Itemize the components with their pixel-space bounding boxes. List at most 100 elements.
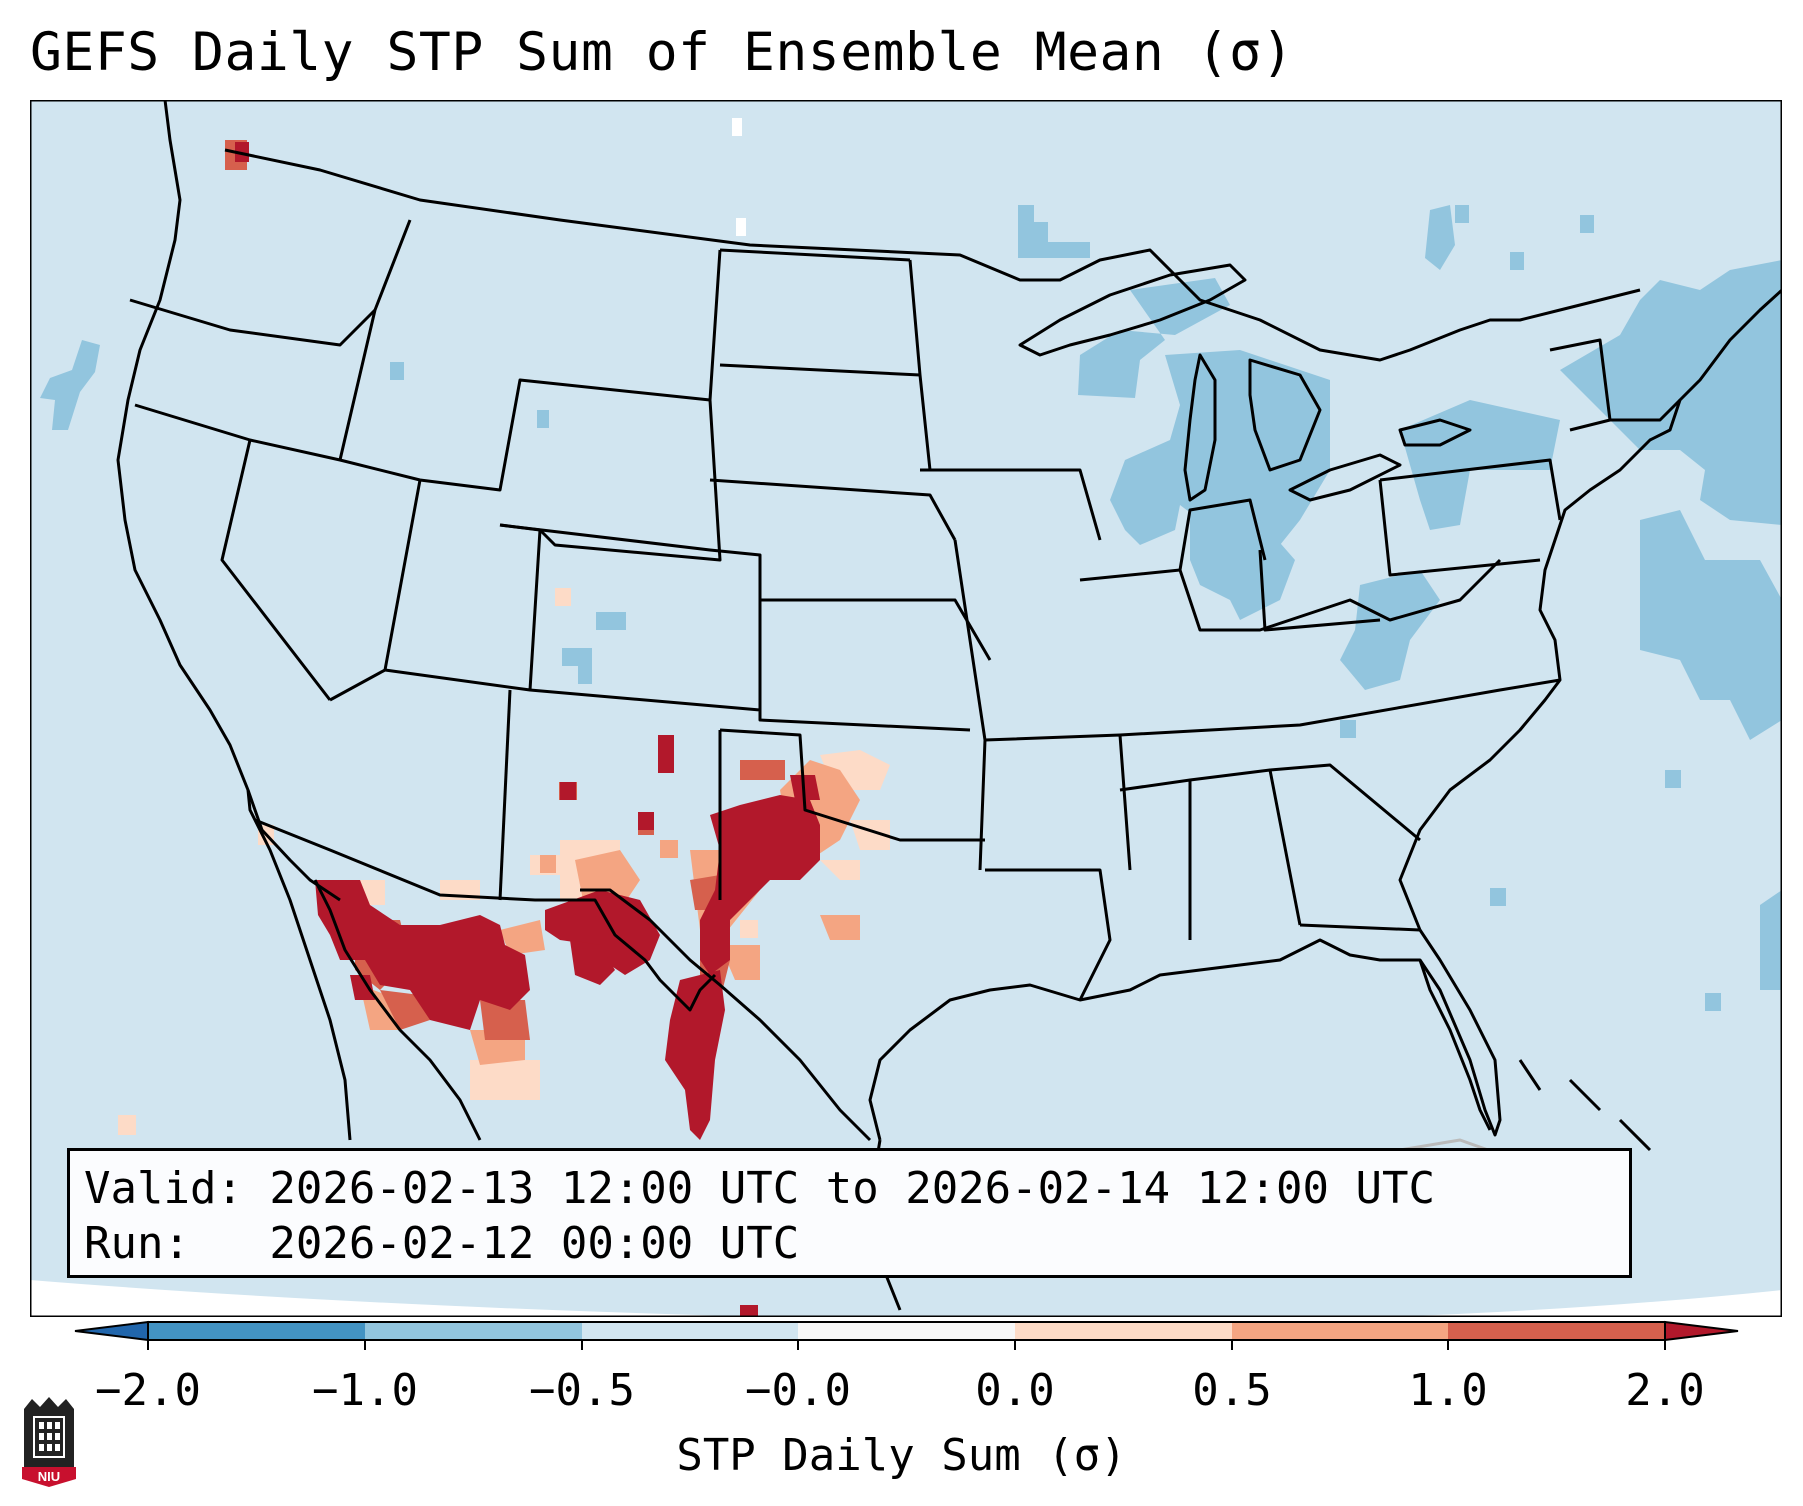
- state-line: [1258, 549, 1381, 632]
- pos-light-cell: [118, 1115, 136, 1135]
- map-domain: [30, 100, 1782, 1317]
- state-line: [529, 688, 971, 732]
- pos-salmon-cell: [660, 840, 678, 858]
- pos-salmon-cell: [540, 855, 556, 873]
- state-line: [419, 249, 722, 492]
- pos-darkred-sonora: [350, 975, 375, 1000]
- state-line: [1079, 558, 1502, 632]
- border-us-canada: [224, 148, 1641, 362]
- state-line: [920, 468, 1102, 541]
- neg-patch-new-york: [1400, 400, 1560, 530]
- pos-darkred-cell: [658, 735, 674, 773]
- coastline-baja: [246, 789, 352, 1141]
- colorbar-tick-label: −2.0: [95, 1365, 201, 1416]
- neg-patch-appalachia: [1340, 570, 1440, 690]
- neg-patch-carolina: [1720, 580, 1760, 640]
- neg-patch-atlantic-4: [1760, 890, 1782, 990]
- colorbar-bin-3: [582, 1322, 798, 1340]
- neg-patch-michigan: [1110, 350, 1330, 545]
- map-boundaries: [116, 100, 1782, 1311]
- state-line: [1379, 458, 1562, 521]
- bahamas: [1518, 1059, 1652, 1152]
- colorbar-tick-label: −0.5: [529, 1365, 635, 1416]
- lake-huron: [1248, 358, 1322, 472]
- colorbar-bin-7: [1448, 1322, 1665, 1340]
- pos-light-cell: [555, 588, 571, 606]
- near-zero-cell: [732, 118, 742, 136]
- neg-patch-atlantic: [1640, 510, 1782, 740]
- neg-patch-labrador: [1580, 215, 1594, 233]
- lake-michigan: [1183, 353, 1217, 502]
- state-line: [760, 598, 992, 661]
- neg-patch-canada-prairie: [1018, 205, 1034, 223]
- neg-patch-wyoming: [537, 410, 549, 428]
- border-us-mexico: [254, 818, 717, 1012]
- pos-darkred-cell: [235, 142, 249, 162]
- colorbar-extend-high: [1664, 1320, 1739, 1342]
- colorbar-bin-2: [365, 1322, 582, 1340]
- colorbar-tick-label: 0.5: [1192, 1365, 1272, 1416]
- lake-ontario: [1398, 418, 1472, 447]
- pos-darkred-cell: [740, 1305, 758, 1317]
- pos-light-zone: [820, 860, 860, 880]
- colorbar-tick-label: −1.0: [312, 1365, 418, 1416]
- colorbar-bin-6: [1232, 1322, 1448, 1340]
- lake-superior: [1018, 263, 1247, 357]
- colorbar-tick-label: −0.0: [745, 1365, 851, 1416]
- state-line: [499, 523, 762, 710]
- state-line: [985, 868, 1112, 1001]
- logo-text: NIU: [38, 1469, 60, 1484]
- state-line: [719, 728, 985, 842]
- state-line: [908, 259, 932, 471]
- state-line: [338, 219, 412, 461]
- pos-light-zone: [470, 1060, 540, 1100]
- state-line: [134, 403, 421, 482]
- colorbar-extend-low: [74, 1320, 149, 1342]
- pos-darkred-cell: [560, 782, 576, 800]
- colorbar-bin-1: [148, 1322, 365, 1340]
- coastline-gulf-california: [313, 879, 482, 1141]
- neg-patch-ontario: [1018, 222, 1090, 258]
- neg-patch-new-england: [1560, 260, 1782, 525]
- neg-patch-colorado-2: [562, 648, 592, 684]
- lake-erie: [1288, 453, 1402, 502]
- neg-patch-atlantic-5: [1705, 993, 1721, 1011]
- colorbar: [74, 1320, 1739, 1350]
- negative-anomaly-field: [40, 205, 1782, 1011]
- colorbar-tick-label: 1.0: [1408, 1365, 1488, 1416]
- neg-patch-virginia: [1340, 720, 1356, 738]
- neg-patch-quebec-2: [1455, 205, 1469, 223]
- coastline-florida: [1418, 929, 1502, 1137]
- colorbar-label: STP Daily Sum (σ): [676, 1430, 1127, 1481]
- chart-title: GEFS Daily STP Sum of Ensemble Mean (σ): [30, 22, 1294, 83]
- border-texas-rio: [580, 888, 872, 1142]
- neg-patch-west-virginia: [1358, 620, 1374, 638]
- pos-darkred-arizona: [315, 880, 530, 1030]
- neg-patch-ohio-valley: [1190, 510, 1295, 620]
- state-line: [129, 298, 377, 347]
- neg-patch-quebec-3: [1510, 252, 1524, 270]
- neg-patch-idaho: [390, 362, 404, 380]
- colorbar-bin-5: [1015, 1322, 1232, 1340]
- pos-red-zone: [740, 760, 785, 780]
- pos-darkred-cell: [638, 812, 654, 830]
- state-line: [1269, 763, 1421, 842]
- state-line: [1549, 338, 1612, 432]
- state-line: [1610, 398, 1682, 422]
- pos-light-cell: [740, 920, 758, 938]
- pos-salmon-zone: [820, 915, 860, 940]
- neg-patch-colorado-1: [596, 612, 626, 630]
- pos-darkred-panhandle: [700, 795, 820, 975]
- neg-patch-pacific-nw: [40, 340, 100, 430]
- pos-darkred-new-mexico: [545, 890, 660, 975]
- colorbar-tick-label: 2.0: [1625, 1365, 1705, 1416]
- state-line: [709, 478, 957, 541]
- state-line: [220, 439, 332, 701]
- state-line: [1178, 498, 1267, 571]
- neg-patch-quebec: [1425, 205, 1455, 270]
- state-line: [719, 248, 911, 262]
- pos-red-zone: [480, 1000, 530, 1040]
- coastline-gulf-mexico: [868, 938, 1492, 1141]
- state-line: [1299, 923, 1421, 932]
